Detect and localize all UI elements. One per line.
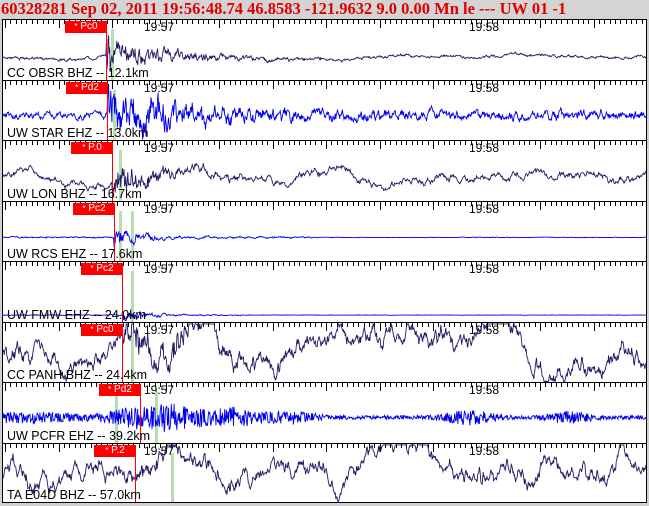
pick-arrival-line[interactable] <box>140 384 141 443</box>
station-channel-label: CC OBSR BHZ -- 12.1km <box>7 65 149 80</box>
pick-phase-code: Pc0 <box>93 323 114 335</box>
time-tick-label: 19:57 <box>144 141 175 155</box>
pick-arrival-line[interactable] <box>122 323 123 382</box>
pick-arrival-line[interactable] <box>135 444 136 503</box>
trace-panel[interactable]: 19:57 19:58 * Pd2 UW PCFR EHZ -- 39.2km <box>3 382 646 443</box>
time-tick-label: 19:57 <box>144 80 175 95</box>
waveform-trace[interactable] <box>3 20 646 80</box>
pick-phase-code: Pc2 <box>85 202 106 214</box>
trace-panel[interactable]: 19:57 19:58 * Pc0 CC OBSR BHZ -- 12.1km <box>3 19 646 80</box>
trace-panel[interactable]: 19:57 19:58 * Pc2 UW FMW EHZ -- 24.0km <box>3 261 646 322</box>
time-tick-label: 19:57 <box>144 262 175 276</box>
event-header-bar: 60328281 Sep 02, 2011 19:56:48.74 46.858… <box>0 0 649 19</box>
pick-label-box[interactable]: * Pd2 <box>99 384 141 396</box>
pick-phase-code: Pd2 <box>111 384 132 395</box>
waveform-trace[interactable] <box>3 383 646 443</box>
theoretical-arrival-marker <box>171 452 174 503</box>
pick-star-icon: * <box>90 324 94 334</box>
time-tick-label: 19:57 <box>144 322 175 337</box>
station-channel-label: UW LON BHZ -- 16.7km <box>7 186 142 201</box>
trace-panel[interactable]: 19:57 19:58 * Pd2 UW STAR EHZ -- 13.0km <box>3 79 646 141</box>
time-tick-label: 19:57 <box>144 201 175 216</box>
pick-star-icon: * <box>108 385 112 394</box>
pick-phase-code: P.0 <box>85 142 102 153</box>
pick-arrival-line[interactable] <box>122 263 123 322</box>
pick-label-box[interactable]: * Pc0 <box>81 323 123 336</box>
pick-arrival-line[interactable] <box>112 142 113 201</box>
theoretical-arrival-marker <box>131 331 134 382</box>
station-channel-label: UW STAR EHZ -- 13.0km <box>7 126 149 140</box>
pick-label-box[interactable]: * Pc2 <box>73 202 115 215</box>
time-tick-label: 19:58 <box>469 141 500 155</box>
time-tick-label: 19:57 <box>144 383 175 397</box>
trace-panel[interactable]: 19:57 19:58 * Pc2 UW RCS EHZ -- 17.6km <box>3 200 646 262</box>
station-channel-label: UW RCS EHZ -- 17.6km <box>7 247 143 261</box>
pick-phase-code: Pc2 <box>93 263 114 274</box>
pick-label-box[interactable]: * Pd2 <box>66 81 108 94</box>
event-header-text: 60328281 Sep 02, 2011 19:56:48.74 46.858… <box>1 0 567 18</box>
station-channel-label: CC PANH BHZ -- 24.4km <box>7 368 148 382</box>
theoretical-arrival-marker <box>131 271 134 322</box>
station-channel-label: UW FMW EHZ -- 24.0km <box>7 307 146 322</box>
time-tick-label: 19:58 <box>469 443 500 458</box>
trace-panel[interactable]: 19:57 19:58 * Pc0 CC PANH BHZ -- 24.4km <box>3 321 646 383</box>
pick-phase-code: P.2 <box>108 444 125 456</box>
time-tick-label: 19:57 <box>144 20 175 34</box>
pick-arrival-line[interactable] <box>106 21 107 80</box>
time-tick-label: 19:58 <box>469 20 500 34</box>
pick-label-box[interactable]: * P.0 <box>71 142 113 154</box>
waveform-trace[interactable] <box>3 444 646 503</box>
theoretical-arrival-marker <box>113 89 116 140</box>
theoretical-arrival-marker <box>111 29 114 80</box>
waveform-trace[interactable] <box>3 323 646 383</box>
trace-panel-stack: 19:57 19:58 * Pc0 CC OBSR BHZ -- 12.1km 19:5… <box>2 19 647 503</box>
pick-star-icon: * <box>82 143 86 152</box>
station-channel-label: TA E04D BHZ -- 57.0km <box>7 488 141 502</box>
pick-arrival-line[interactable] <box>114 202 115 261</box>
pick-label-box[interactable]: * Pc0 <box>65 21 107 33</box>
pick-label-box[interactable]: * P.2 <box>94 444 136 457</box>
time-tick-label: 19:58 <box>469 262 500 276</box>
pick-phase-code: Pc0 <box>77 21 98 32</box>
pick-star-icon: * <box>90 264 94 273</box>
time-tick-label: 19:58 <box>469 201 500 216</box>
trace-panel[interactable]: 19:57 19:58 * P.2 TA E04D BHZ -- 57.0km <box>3 442 646 503</box>
trace-panel[interactable]: 19:57 19:58 * P.0 UW LON BHZ -- 16.7km <box>3 140 646 201</box>
theoretical-arrival-marker <box>155 392 158 443</box>
waveform-trace[interactable] <box>3 141 646 201</box>
station-channel-label: UW PCFR EHZ -- 39.2km <box>7 428 151 443</box>
waveform-trace[interactable] <box>3 202 646 262</box>
pick-arrival-line[interactable] <box>107 81 108 140</box>
pick-star-icon: * <box>75 82 79 92</box>
pick-star-icon: * <box>82 203 86 213</box>
theoretical-arrival-marker <box>131 210 134 261</box>
waveform-trace[interactable] <box>3 262 646 322</box>
pick-star-icon: * <box>74 22 78 31</box>
pick-label-box[interactable]: * Pc2 <box>81 263 123 275</box>
waveform-trace[interactable] <box>3 81 646 141</box>
time-tick-label: 19:58 <box>469 383 500 397</box>
pick-star-icon: * <box>105 445 109 455</box>
pick-phase-code: Pd2 <box>78 81 99 93</box>
time-tick-label: 19:58 <box>469 80 500 95</box>
